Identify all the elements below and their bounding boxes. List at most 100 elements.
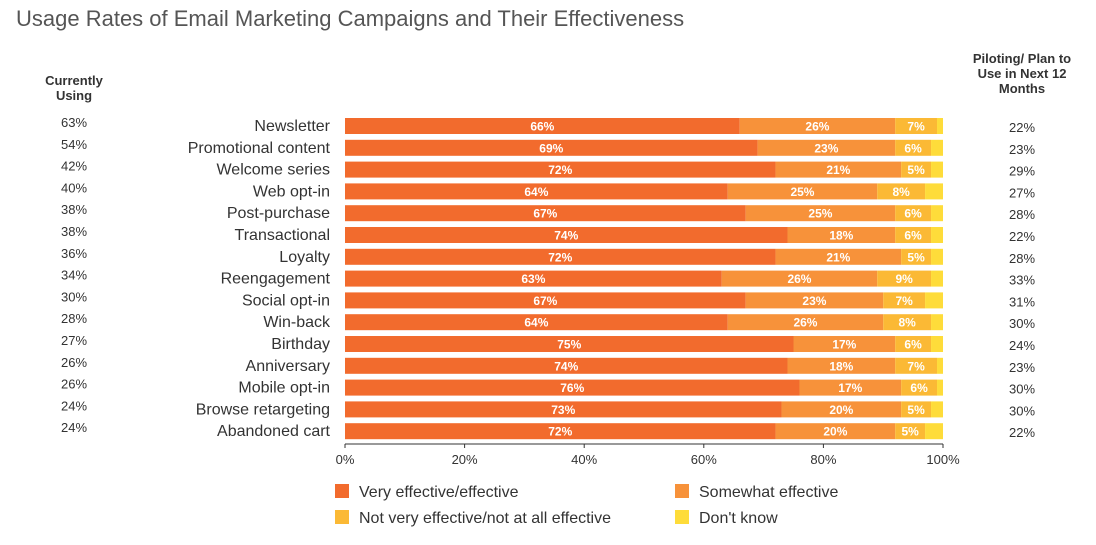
data-label: 75%: [557, 338, 581, 352]
data-label: 8%: [892, 185, 910, 199]
category-label: Post-purchase: [227, 205, 330, 222]
bar-segment: [895, 336, 932, 352]
bar-segment: [345, 139, 758, 156]
data-label: 20%: [823, 425, 847, 439]
bar-segment: [345, 183, 728, 200]
bar-segment: [883, 292, 926, 309]
bar-segment: [901, 248, 932, 265]
x-tick-label: 100%: [926, 452, 960, 467]
legend-item-very-effective: Very effective/effective: [335, 484, 519, 502]
data-label: 66%: [530, 120, 554, 134]
bar-segment: [345, 401, 782, 418]
x-tick-label: 80%: [810, 452, 836, 467]
bar-segment: [345, 205, 746, 222]
data-label: 74%: [554, 229, 578, 243]
category-label: Web opt-in: [253, 183, 330, 200]
data-label: 26%: [805, 120, 829, 134]
bar-segment: [345, 314, 728, 331]
legend-item-not-effective: Not very effective/not at all effective: [335, 510, 611, 528]
currently-using-value: 28%: [61, 311, 87, 326]
currently-using-value: 42%: [61, 159, 87, 174]
currently-using-value: 24%: [61, 398, 87, 413]
bar-segment: [787, 227, 896, 243]
bar-segment: [901, 161, 932, 178]
x-tick-label: 20%: [452, 452, 478, 467]
piloting-value: 31%: [1009, 294, 1035, 309]
category-label: Welcome series: [216, 162, 330, 179]
legend-swatch: [335, 484, 349, 498]
category-label: Reengagement: [221, 271, 331, 288]
data-label: 6%: [904, 207, 922, 221]
bar-segment: [931, 161, 943, 178]
data-label: 26%: [793, 316, 817, 330]
data-label: 69%: [539, 141, 563, 155]
piloting-header: Piloting/ Plan to Use in Next 12 Months: [972, 51, 1072, 96]
piloting-value: 33%: [1009, 273, 1035, 288]
piloting-value: 30%: [1009, 403, 1035, 418]
bar-segment: [883, 314, 932, 331]
bar-segment: [345, 357, 788, 374]
data-label: 7%: [907, 120, 925, 134]
bar-segment: [757, 139, 896, 156]
category-label: Social opt-in: [242, 292, 330, 309]
data-label: 5%: [901, 425, 919, 439]
bar-segment: [937, 118, 943, 134]
data-label: 21%: [826, 163, 850, 177]
bar-segment: [901, 379, 938, 396]
currently-using-value: 26%: [61, 377, 87, 392]
legend-swatch: [675, 484, 689, 498]
bar-segment: [925, 292, 943, 309]
data-label: 21%: [826, 250, 850, 264]
bar-segment: [895, 423, 926, 440]
bar-segment: [781, 401, 902, 418]
legend-item-dont-know: Don't know: [675, 510, 778, 528]
stacked-bar-chart: Newsletter 63% 22% 66% 26% 7% Promotional cont…: [61, 115, 1035, 467]
bar-segment: [937, 379, 943, 396]
bar-segment: [345, 161, 776, 178]
category-label: Browse retargeting: [196, 401, 330, 418]
piloting-value: 23%: [1009, 142, 1035, 157]
bar-segment: [345, 118, 740, 134]
data-label: 25%: [808, 207, 832, 221]
data-label: 72%: [548, 250, 572, 264]
bar-segment: [931, 227, 943, 243]
currently-using-value: 54%: [61, 137, 87, 152]
bar-segment: [877, 270, 932, 287]
piloting-value: 30%: [1009, 316, 1035, 331]
piloting-value: 24%: [1009, 338, 1035, 353]
legend-swatch: [335, 510, 349, 524]
bar-segment: [895, 357, 938, 374]
bar-segment: [345, 270, 722, 287]
data-label: 9%: [895, 272, 913, 286]
data-label: 5%: [907, 250, 925, 264]
bar-segment: [793, 336, 896, 352]
currently-using-value: 63%: [61, 115, 87, 130]
data-label: 17%: [838, 381, 862, 395]
bar-segment: [799, 379, 902, 396]
data-label: 74%: [554, 359, 578, 373]
data-label: 18%: [829, 359, 853, 373]
bar-segment: [925, 183, 943, 200]
bar-segment: [895, 118, 938, 134]
category-label: Newsletter: [254, 118, 330, 135]
currently-using-value: 38%: [61, 202, 87, 217]
bar-segment: [895, 205, 932, 222]
currently-using-value: 38%: [61, 224, 87, 239]
legend-label: Not very effective/not at all effective: [359, 510, 611, 527]
bar-segment: [345, 336, 794, 352]
bar-segment: [775, 248, 902, 265]
bar-segment: [727, 183, 878, 200]
bar-segment: [345, 248, 776, 265]
bar-segment: [937, 357, 943, 374]
bar-segment: [895, 139, 932, 156]
currently-using-value: 26%: [61, 355, 87, 370]
legend-label: Very effective/effective: [359, 484, 519, 501]
data-label: 25%: [790, 185, 814, 199]
bar-segment: [345, 227, 788, 243]
bar-segment: [739, 118, 896, 134]
chart-title: Usage Rates of Email Marketing Campaigns…: [16, 6, 685, 31]
piloting-value: 22%: [1009, 229, 1035, 244]
currently-using-value: 27%: [61, 333, 87, 348]
bar-segment: [895, 227, 932, 243]
data-label: 8%: [898, 316, 916, 330]
